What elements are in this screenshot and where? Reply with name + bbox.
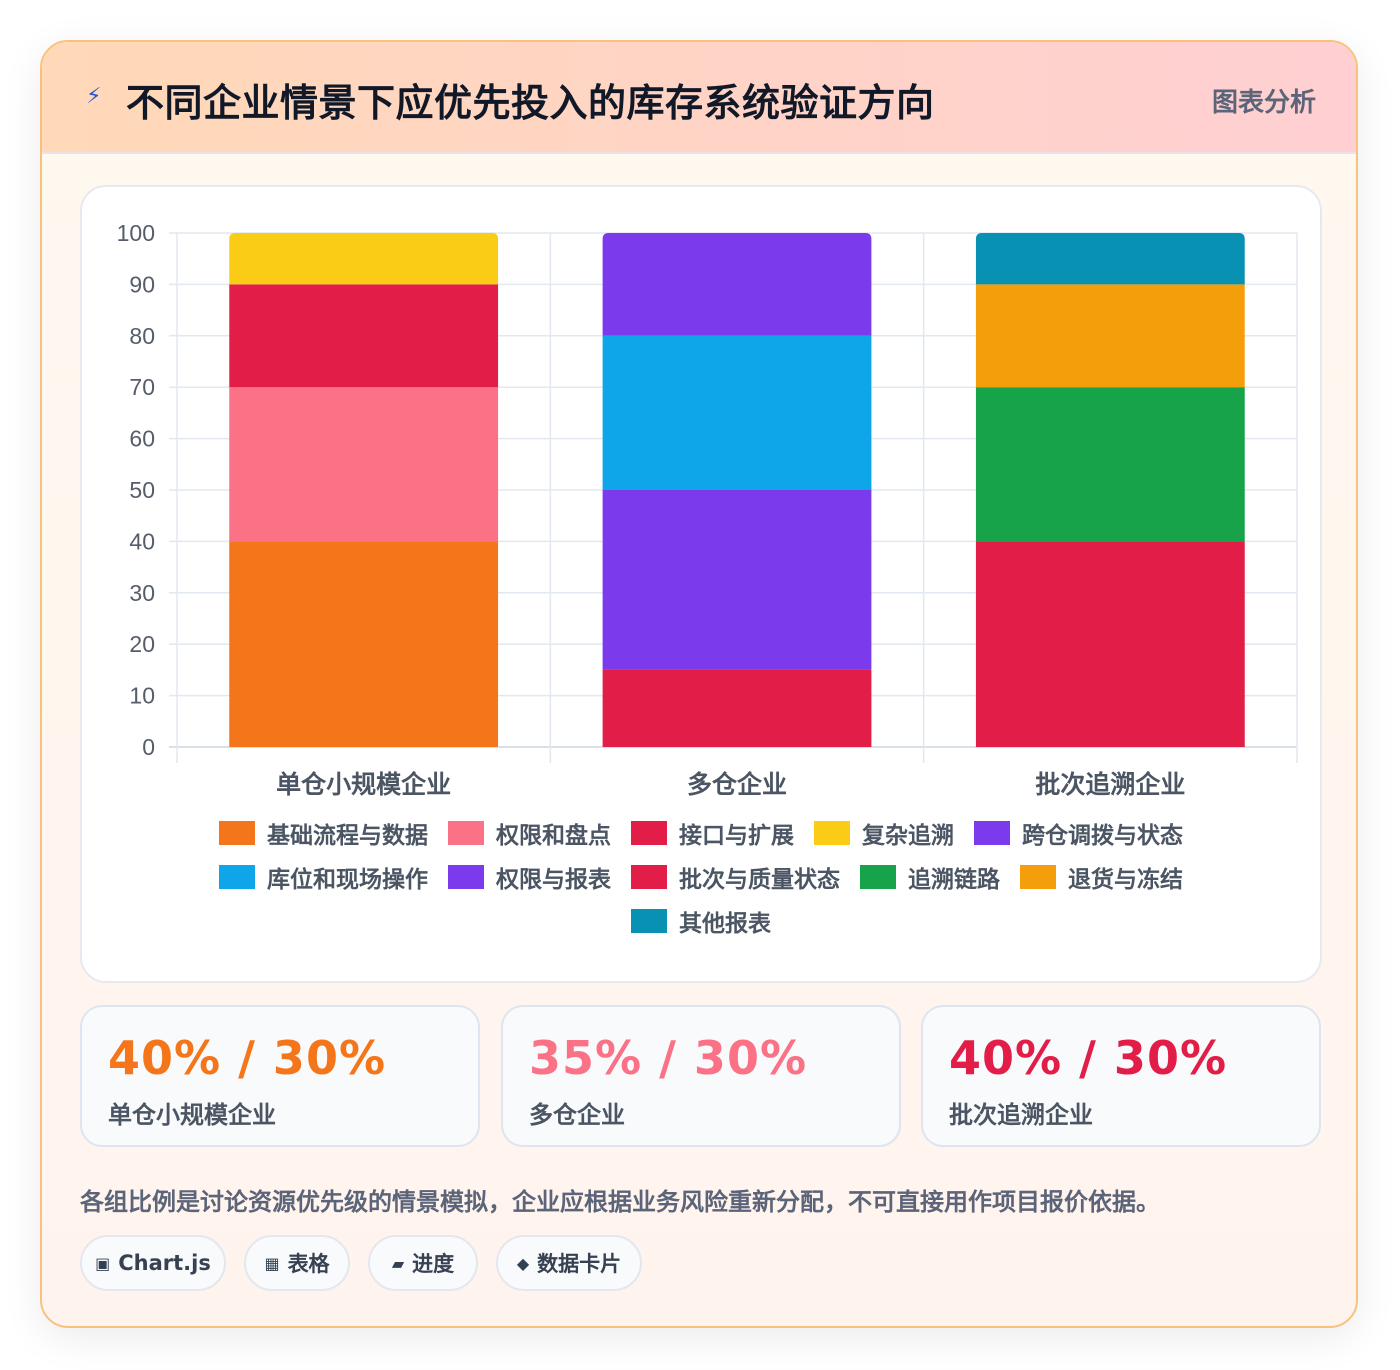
legend-item[interactable]: 基础流程与数据	[219, 819, 428, 849]
bar-segment	[602, 669, 872, 747]
legend-label: 跨仓调拨与状态	[1022, 822, 1183, 849]
legend-label: 批次与质量状态	[679, 866, 840, 893]
y-tick-label: 50	[129, 477, 155, 503]
legend-row: 库位和现场操作 权限与报表 批次与质量状态 追溯链路 退货与冻结	[82, 863, 1320, 893]
legend-row: 其他报表	[82, 907, 1320, 937]
bar-segment	[975, 541, 1245, 747]
y-tick-label: 70	[129, 374, 155, 400]
page-title: 不同企业情景下应优先投入的库存系统验证方向	[126, 81, 935, 125]
legend-swatch	[448, 820, 484, 845]
table-icon: ▦	[264, 1253, 280, 1273]
pill-progress[interactable]: ▰ 进度	[368, 1235, 478, 1291]
legend-swatch	[974, 820, 1010, 845]
legend-label: 其他报表	[679, 910, 771, 937]
bar-segment	[229, 233, 499, 285]
legend-label: 接口与扩展	[679, 822, 794, 849]
legend-label: 权限和盘点	[496, 822, 611, 849]
stat-label: 多仓企业	[529, 1101, 625, 1129]
legend-item[interactable]: 其他报表	[631, 907, 771, 937]
legend-label: 退货与冻结	[1068, 866, 1183, 893]
pill-label: 表格	[287, 1252, 330, 1276]
bar-segment	[975, 284, 1245, 388]
legend-item[interactable]: 库位和现场操作	[219, 863, 428, 893]
stat-label: 批次追溯企业	[949, 1101, 1093, 1129]
bar-segment	[229, 541, 499, 747]
card-header: ⚡ 不同企业情景下应优先投入的库存系统验证方向 图表分析	[42, 42, 1356, 154]
legend-swatch	[860, 864, 896, 889]
bar-segment	[975, 387, 1245, 542]
stat-value: 35% / 30%	[529, 1031, 808, 1085]
y-tick-label: 60	[129, 426, 155, 452]
y-tick-label: 0	[142, 734, 155, 760]
x-tick-label: 单仓小规模企业	[276, 770, 451, 799]
bar-segment	[602, 233, 872, 336]
y-tick-label: 40	[129, 528, 155, 554]
pill-label: Chart.js	[118, 1251, 211, 1275]
pill-label: 进度	[412, 1252, 455, 1276]
pill-chartjs[interactable]: ▣ Chart.js	[80, 1235, 226, 1291]
pill-table[interactable]: ▦ 表格	[244, 1235, 350, 1291]
legend-item[interactable]: 权限和盘点	[448, 819, 611, 849]
legend-item[interactable]: 复杂追溯	[814, 819, 954, 849]
pill-label: 数据卡片	[537, 1252, 622, 1276]
lightning-icon: ⚡	[86, 84, 102, 109]
legend-item[interactable]: 权限与报表	[448, 863, 611, 893]
bar-segment	[602, 490, 872, 670]
legend-swatch	[1020, 864, 1056, 889]
pill-data-card[interactable]: ◆ 数据卡片	[496, 1235, 642, 1291]
bar-segment	[602, 335, 872, 490]
legend-item[interactable]: 接口与扩展	[631, 819, 794, 849]
legend-item[interactable]: 追溯链路	[860, 863, 1000, 893]
y-tick-label: 20	[129, 631, 155, 657]
legend-label: 复杂追溯	[862, 822, 954, 849]
footnote: 各组比例是讨论资源优先级的情景模拟，企业应根据业务风险重新分配，不可直接用作项目…	[80, 1188, 1160, 1216]
chart-panel: 0 10 20 30 40 50 60 70 80 90 100 单仓小规模企业 多仓企业 批次追溯企业 …	[80, 185, 1322, 983]
header-tag: 图表分析	[1211, 88, 1316, 118]
y-tick-label: 30	[129, 580, 155, 606]
bar-segment	[975, 233, 1245, 285]
legend-swatch	[631, 864, 667, 889]
stat-card-single: 40% / 30% 单仓小规模企业	[80, 1005, 480, 1147]
y-tick-label: 90	[129, 271, 155, 297]
legend-label: 追溯链路	[908, 866, 1000, 893]
legend-row: 基础流程与数据 权限和盘点 接口与扩展 复杂追溯 跨仓调拨与状态	[82, 819, 1320, 849]
legend-label: 权限与报表	[496, 866, 611, 893]
data-card-icon: ◆	[516, 1253, 530, 1273]
legend-item[interactable]: 跨仓调拨与状态	[974, 819, 1183, 849]
y-tick-label: 80	[129, 323, 155, 349]
bar-segment	[229, 284, 499, 388]
stat-value: 40% / 30%	[108, 1031, 387, 1085]
bar-segment	[229, 387, 499, 542]
legend-label: 库位和现场操作	[267, 866, 428, 893]
stacked-bar-chart: 0 10 20 30 40 50 60 70 80 90 100 单仓小规模企业 多仓企业 批次追溯企业	[117, 220, 1298, 799]
stat-card-batch: 40% / 30% 批次追溯企业	[921, 1005, 1321, 1147]
legend-swatch	[219, 820, 255, 845]
stat-label: 单仓小规模企业	[108, 1101, 276, 1129]
chart-icon: ▣	[95, 1253, 111, 1273]
legend-swatch	[219, 864, 255, 889]
chart-card: ⚡ 不同企业情景下应优先投入的库存系统验证方向 图表分析 0 10 20 30 40 50…	[40, 40, 1358, 1328]
stat-value: 40% / 30%	[949, 1031, 1228, 1085]
stat-card-multi: 35% / 30% 多仓企业	[501, 1005, 901, 1147]
stats-row: 40% / 30% 单仓小规模企业 35% / 30% 多仓企业 40% / 3…	[80, 1005, 1322, 1147]
legend-swatch	[631, 820, 667, 845]
y-tick-label: 100	[117, 220, 155, 246]
legend-swatch	[631, 908, 667, 933]
progress-icon: ▰	[391, 1253, 405, 1273]
x-tick-label: 多仓企业	[687, 770, 787, 799]
y-tick-label: 10	[129, 683, 155, 709]
x-tick-label: 批次追溯企业	[1035, 770, 1185, 799]
legend-item[interactable]: 退货与冻结	[1020, 863, 1183, 893]
legend-item[interactable]: 批次与质量状态	[631, 863, 840, 893]
chart-legend: 基础流程与数据 权限和盘点 接口与扩展 复杂追溯 跨仓调拨与状态库位和现场操作 权限与报表…	[82, 819, 1320, 951]
legend-swatch	[448, 864, 484, 889]
legend-label: 基础流程与数据	[267, 822, 428, 849]
legend-swatch	[814, 820, 850, 845]
